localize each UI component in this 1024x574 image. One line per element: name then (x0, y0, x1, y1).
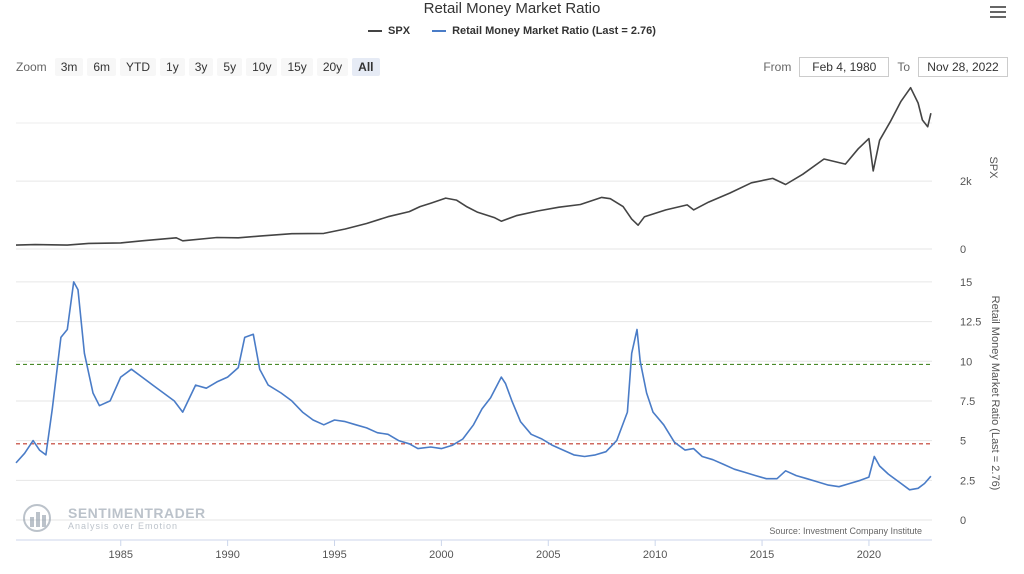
ratio-axis-title: Retail Money Market Ratio (Last = 2.76) (989, 296, 1001, 491)
legend-swatch-ratio (432, 30, 447, 32)
legend-item-ratio[interactable]: Retail Money Market Ratio (Last = 2.76) (432, 25, 656, 37)
zoom-button-15y[interactable]: 15y (281, 58, 313, 76)
zoom-button-3y[interactable]: 3y (188, 58, 214, 76)
zoom-button-all[interactable]: All (352, 58, 380, 76)
range-to-input[interactable]: Nov 28, 2022 (918, 57, 1008, 77)
reference-lines (16, 363, 932, 445)
ratio-ytick-label: 15 (960, 277, 972, 289)
x-tick-label: 1990 (215, 549, 239, 561)
legend-swatch-spx (368, 30, 383, 32)
spx-grid (16, 122, 932, 250)
x-tick-label: 2010 (643, 549, 667, 561)
ratio-ytick-label: 5 (960, 436, 966, 448)
zoom-button-1y[interactable]: 1y (160, 58, 185, 76)
x-tick-label: 2000 (429, 549, 453, 561)
spx-ytick-label: 0 (960, 244, 966, 256)
legend: SPX Retail Money Market Ratio (Last = 2.… (0, 25, 1024, 37)
x-tick-label: 1995 (322, 549, 346, 561)
spx-line (15, 86, 932, 246)
range-from-label: From (763, 60, 792, 74)
watermark-brand: SENTIMENTRADER (68, 505, 206, 521)
x-tick-label: 1985 (109, 549, 133, 561)
ratio-ytick-label: 0 (960, 515, 966, 527)
legend-label-ratio: Retail Money Market Ratio (Last = 2.76) (452, 25, 656, 37)
range-from-input[interactable]: Feb 4, 1980 (799, 57, 890, 77)
ratio-ytick-label: 10 (960, 356, 972, 368)
spx-axis-title: SPX (987, 156, 999, 179)
spx-series (15, 86, 932, 246)
legend-item-spx[interactable]: SPX (368, 25, 410, 37)
x-tick-label: 2015 (750, 549, 774, 561)
legend-label-spx: SPX (388, 25, 411, 37)
sentimentrader-logo-icon (23, 504, 51, 532)
source-note: Source: Investment Company Institute (769, 526, 922, 536)
chart-title: Retail Money Market Ratio (423, 0, 601, 17)
x-tick-label: 2020 (857, 549, 881, 561)
zoom-label: Zoom (16, 60, 47, 74)
ratio-grid (16, 281, 932, 521)
zoom-bar: Zoom 3m 6m YTD 1y 3y 5y 10y 15y 20y All (16, 58, 380, 76)
watermark-tagline: Analysis over Emotion (68, 521, 179, 531)
ratio-line (15, 281, 932, 491)
x-tick-label: 2005 (536, 549, 560, 561)
zoom-button-5y[interactable]: 5y (217, 58, 243, 76)
zoom-button-10y[interactable]: 10y (246, 58, 278, 76)
ratio-series (15, 281, 932, 491)
zoom-button-ytd[interactable]: YTD (120, 58, 157, 76)
hamburger-menu-icon[interactable] (990, 6, 1006, 20)
range-to-label: To (897, 60, 910, 74)
zoom-button-6m[interactable]: 6m (87, 58, 117, 76)
zoom-button-20y[interactable]: 20y (316, 58, 349, 76)
ratio-ytick-label: 12.5 (960, 317, 981, 329)
sentimentrader-watermark: SENTIMENTRADER Analysis over Emotion (22, 503, 206, 533)
spx-ytick-label: 2k (960, 176, 972, 188)
zoom-button-3m[interactable]: 3m (54, 58, 84, 76)
axes: 0 2k SPX 0 2.5 5 7.5 10 12.5 15 Retail Money Marke… (16, 156, 1001, 561)
date-range: From Feb 4, 1980 To Nov 28, 2022 (763, 57, 1008, 77)
ratio-ytick-label: 2.5 (960, 475, 975, 487)
ratio-ytick-label: 7.5 (960, 396, 975, 408)
